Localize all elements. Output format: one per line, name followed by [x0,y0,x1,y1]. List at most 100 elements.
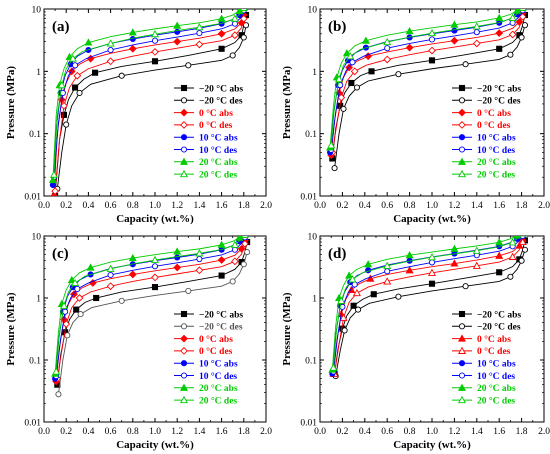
legend-label: −20 °C des [199,96,243,107]
data-point [342,49,351,57]
y-tick-label: 0.01 [24,193,41,203]
legend-marker [458,146,466,153]
series-line [55,236,245,372]
series-group [328,229,529,380]
legend-label: 10 °C des [199,371,237,382]
legend-label: 20 °C abs [477,157,516,168]
y-tick-label: 1 [36,68,41,78]
data-point [518,12,527,21]
data-point [508,252,517,260]
data-point [345,271,354,279]
legend-marker [180,108,188,117]
data-point [231,257,239,266]
data-point [195,249,204,257]
chart-panel: 0.0 0.2 0.4 0.6 0.8 1.0 1.2 1.4 1.6 1.8 2.0 0.01 0.1… [5,6,272,226]
x-tick-label: 1.8 [238,201,250,211]
data-point [195,23,204,31]
data-point [118,297,125,304]
x-tick-label: 2.0 [260,427,272,437]
series-line [334,241,524,374]
data-point [173,247,182,255]
data-point [472,39,481,48]
data-point [231,31,239,40]
panel-label: (b) [328,19,346,35]
data-point [361,36,370,44]
data-point [73,306,80,313]
legend-label: 20 °C abs [477,383,516,394]
data-point [462,61,469,68]
data-point [241,239,249,248]
legend-marker [179,383,189,391]
legend-marker [180,372,188,379]
data-point [52,367,61,375]
y-tick-label: 10 [308,6,318,16]
legend-marker [458,97,466,104]
x-tick-label: 0.2 [60,427,72,437]
series-group [48,9,250,196]
data-point [151,48,159,56]
data-point [519,236,526,240]
data-point [76,89,83,96]
x-tick-label: 1.8 [516,427,528,437]
legend-label: −20 °C des [477,322,521,333]
series-line [54,18,245,192]
data-point [49,181,56,189]
data-point [518,229,525,235]
legend-marker [179,169,189,178]
legend-label: 10 °C abs [477,133,516,144]
data-point [73,71,82,80]
legend-label: −20 °C des [199,322,243,333]
series-line [53,9,244,175]
data-point [240,34,247,41]
x-tick-label: 0.6 [381,427,393,437]
data-point [195,266,204,275]
x-tick-label: 1.2 [448,427,460,437]
series-line [331,16,524,153]
panel-label: (d) [328,246,346,262]
x-tick-label: 1.4 [471,201,483,211]
data-point [185,287,192,294]
data-point [151,284,159,291]
x-tick-label: 0.0 [38,427,50,437]
data-point [151,273,159,282]
data-point [352,288,361,297]
series-line [329,9,521,148]
data-point [341,327,348,334]
x-tick-label: 1.4 [193,427,205,437]
data-point [49,170,59,178]
x-tick-label: 0.0 [314,427,326,437]
data-point [331,165,338,172]
data-point [353,84,361,91]
series-group [326,9,529,172]
data-point [92,69,99,76]
data-point [185,62,192,69]
legend-label: −20 °C des [477,96,521,107]
data-point [106,39,115,47]
x-axis-title: Capacity (wt.%) [116,439,194,451]
series-line [330,9,523,146]
y-tick-label: 1 [312,68,317,78]
data-point [384,45,391,52]
data-point [518,236,527,237]
legend-label: 20 °C des [199,395,237,406]
data-point [67,275,76,284]
data-point [196,30,203,37]
data-point [427,268,437,276]
data-point [518,257,525,264]
data-point [77,311,84,318]
chart-panel: 0.0 0.2 0.4 0.6 0.8 1.0 1.2 1.4 1.6 1.8 2.0 0.01 0.1… [281,6,550,226]
data-point [383,55,392,64]
data-point [244,249,251,256]
data-point [128,44,137,53]
data-point [383,37,392,46]
x-tick-label: 0.8 [404,201,416,211]
x-tick-label: 0.8 [404,427,416,437]
data-point [218,45,225,52]
legend-marker [180,84,188,92]
data-point [55,391,62,398]
data-point [217,240,226,248]
data-point [240,236,249,238]
